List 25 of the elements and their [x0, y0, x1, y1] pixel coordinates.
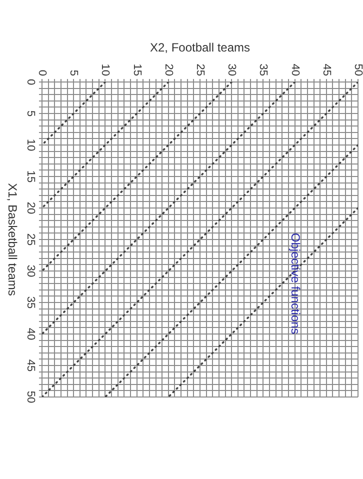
- x-axis-title: X2, Football teams: [150, 40, 250, 54]
- y-tick-label: 50: [24, 390, 36, 404]
- x-tick-label: 25: [194, 64, 206, 76]
- x-tick-label: 50: [352, 64, 363, 76]
- y-tick-label: 0: [24, 78, 36, 86]
- x-tick-label: 35: [257, 64, 270, 76]
- y-tick-label: 15: [24, 170, 36, 183]
- x-tick-label: 0: [36, 70, 48, 76]
- y-tick-label: 25: [24, 233, 36, 246]
- x-tick-label: 40: [288, 64, 301, 76]
- y-tick-label: 20: [24, 202, 36, 214]
- y-tick-label: 30: [24, 264, 36, 278]
- y-tick-label: 40: [24, 328, 36, 340]
- x-tick-label: 30: [226, 64, 238, 76]
- x-tick-label: 20: [162, 64, 174, 76]
- y-tick-label: 5: [24, 110, 36, 117]
- x-tick-label: 5: [68, 70, 80, 76]
- annotation: Objective functions: [288, 232, 302, 334]
- y-tick-label: 10: [24, 138, 36, 152]
- y-axis-title: X1, Basketball teams: [6, 183, 20, 296]
- y-tick-label: 35: [24, 296, 36, 309]
- x-tick-label: 45: [320, 64, 332, 76]
- x-tick-label: 15: [130, 64, 143, 76]
- y-tick-label: 45: [24, 359, 36, 372]
- x-tick-label: 10: [99, 64, 112, 76]
